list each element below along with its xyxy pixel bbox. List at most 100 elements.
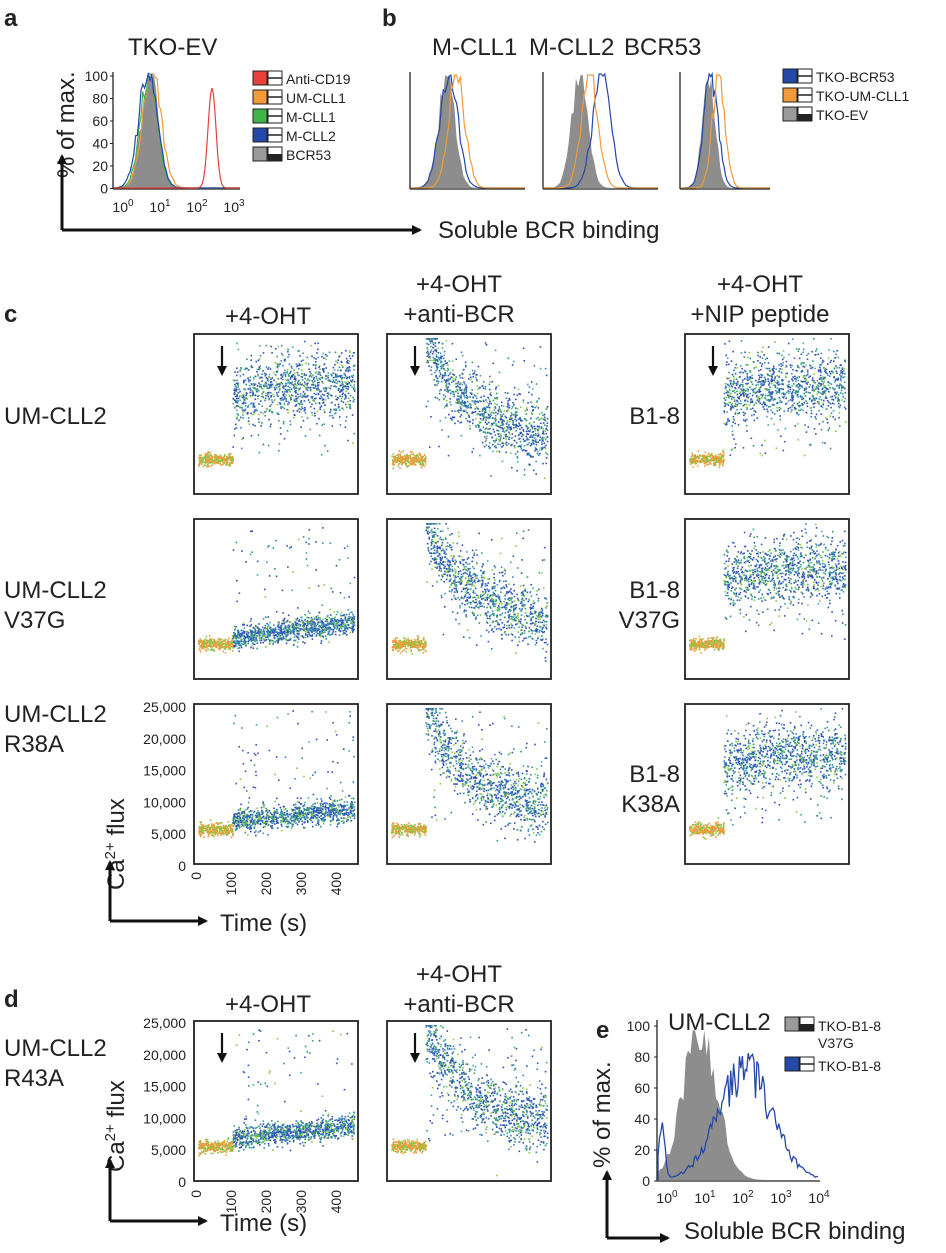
panel-d-axis-arrows: [105, 1158, 208, 1226]
panel-e-xlabel: Soluble BCR binding: [684, 1218, 905, 1245]
plot-frame: [193, 703, 359, 865]
anti-cd19-histogram-line: [114, 87, 240, 189]
histogram-line-1: [113, 73, 240, 189]
column-title: +4-OHT: [416, 271, 502, 298]
x-tick-label: 300: [293, 872, 309, 896]
legend-swatch: [782, 68, 798, 84]
row-label: B1-8: [629, 403, 680, 430]
row-label: UM-CLL2: [4, 1035, 107, 1062]
column-title: +anti-BCR: [403, 991, 514, 1018]
row-label: R38A: [4, 731, 64, 758]
legend-label: TKO-UM-CLL1: [816, 88, 910, 104]
panel-b-histogram-0: [409, 72, 525, 190]
x-tick-label: 101: [694, 1189, 716, 1206]
bcr53-histogram-fill: [114, 75, 240, 188]
y-tick-label: 0: [178, 1174, 186, 1190]
panel-e-yticks: 100 80 60 40 20 0: [627, 1018, 657, 1189]
panel-c-yticks: 25,000 20,000 15,000 10,000 5,000 0: [143, 699, 186, 874]
x-tick-label: 200: [258, 872, 274, 896]
panel-d-column-titles: +4-OHT +4-OHT +anti-BCR: [225, 961, 515, 1018]
y-tick-label: 20,000: [143, 731, 186, 747]
y-tick-label: 15,000: [143, 763, 186, 779]
y-tick-label: 0: [178, 858, 186, 874]
calcium-flux-plot: [193, 333, 359, 495]
row-label: B1-8: [629, 577, 680, 604]
x-tick-label: 400: [328, 872, 344, 896]
legend-label: V37G: [818, 1035, 854, 1051]
panel-b-legend: TKO-BCR53 TKO-UM-CLL1 TKO-EV: [782, 68, 910, 123]
y-tick-label: 0: [100, 181, 108, 197]
panel-b-histogram-1: [542, 72, 658, 190]
panel-e-xticks: 100 101 102 103 104: [656, 1189, 830, 1206]
calcium-flux-plot: [193, 1020, 359, 1182]
plot-frame: [386, 518, 552, 680]
y-tick-label: 20: [634, 1142, 650, 1158]
y-tick-label: 100: [627, 1018, 651, 1034]
plot-frame: [193, 333, 359, 495]
legend-swatch: [784, 1056, 800, 1072]
y-tick-label: 80: [634, 1049, 650, 1065]
y-tick-label: 100: [85, 68, 109, 84]
y-tick-label: 25,000: [143, 699, 186, 715]
panel-c-xticks: 0 100 200 300 400: [188, 872, 344, 896]
y-tick-label: 10,000: [143, 794, 186, 810]
x-tick-label: 400: [328, 1190, 344, 1214]
row-label: UM-CLL2: [4, 403, 107, 430]
y-tick-label: 20: [92, 158, 108, 174]
legend-label: M-CLL2: [286, 128, 336, 144]
row-label: R43A: [4, 1065, 64, 1092]
column-title: +NIP peptide: [691, 301, 830, 328]
panel-d-calcium-plots: [193, 1020, 552, 1182]
legend-swatch: [252, 146, 268, 162]
legend-label: TKO-B1-8: [818, 1058, 881, 1074]
row-label: UM-CLL2: [4, 577, 107, 604]
column-title: +4-OHT: [225, 303, 311, 330]
legend-swatch: [252, 70, 268, 86]
panel-a-letter: a: [4, 5, 18, 32]
panel-c-column-titles: +4-OHT +4-OHT +anti-BCR +4-OHT +NIP peptide: [225, 271, 830, 330]
panel-a-legend: Anti-CD19 UM-CLL1 M-CLL1 M-CLL2 BCR53: [252, 70, 351, 163]
y-tick-label: 5,000: [151, 1142, 186, 1158]
y-tick-label: 60: [92, 113, 108, 129]
x-tick-label: 104: [808, 1189, 830, 1206]
panel-d-xticks: 0 100 200 300 400: [188, 1190, 344, 1214]
plot-frame: [386, 1020, 552, 1182]
panel-b-titles: M-CLL1 M-CLL2 BCR53: [432, 34, 701, 61]
calcium-flux-plot: [684, 333, 850, 495]
y-tick-label: 40: [634, 1111, 650, 1127]
y-tick-label: 80: [92, 91, 108, 107]
panel-e-histogram: [656, 1020, 820, 1182]
column-title: +4-OHT: [225, 991, 311, 1018]
panel-b-title: BCR53: [624, 34, 701, 61]
legend-swatch: [252, 108, 268, 124]
calcium-flux-plot: [684, 703, 850, 865]
panel-a-title: TKO-EV: [128, 34, 217, 61]
row-label: K38A: [621, 791, 680, 818]
panel-d-ylabel: Ca2+ flux: [102, 1080, 130, 1172]
calcium-flux-plot: [386, 518, 552, 680]
column-title: +anti-BCR: [403, 301, 514, 328]
x-tick-label: 100: [112, 198, 134, 215]
y-tick-label: 20,000: [143, 1047, 186, 1063]
x-tick-label: 200: [258, 1190, 274, 1214]
y-tick-label: 5,000: [151, 826, 186, 842]
row-label: V37G: [4, 607, 65, 634]
ab-xlabel: Soluble BCR binding: [438, 217, 659, 244]
ab-axis-arrows: [57, 154, 422, 235]
x-tick-label: 102: [186, 198, 208, 215]
panel-e-letter: e: [596, 1017, 609, 1044]
legend-swatch: [784, 1016, 800, 1032]
panel-b-letter: b: [382, 5, 397, 32]
legend-swatch: [252, 89, 268, 105]
calcium-flux-plot: [684, 518, 850, 680]
plot-frame: [193, 518, 359, 680]
legend-swatch: [782, 87, 798, 103]
calcium-flux-plot: [386, 703, 552, 865]
histogram-line-0: [113, 73, 240, 189]
panel-b-title: M-CLL2: [529, 34, 614, 61]
x-tick-label: 300: [293, 1190, 309, 1214]
panel-b-histograms: [409, 71, 770, 190]
calcium-flux-plot: [386, 333, 552, 495]
calcium-flux-plot: [386, 1020, 552, 1182]
